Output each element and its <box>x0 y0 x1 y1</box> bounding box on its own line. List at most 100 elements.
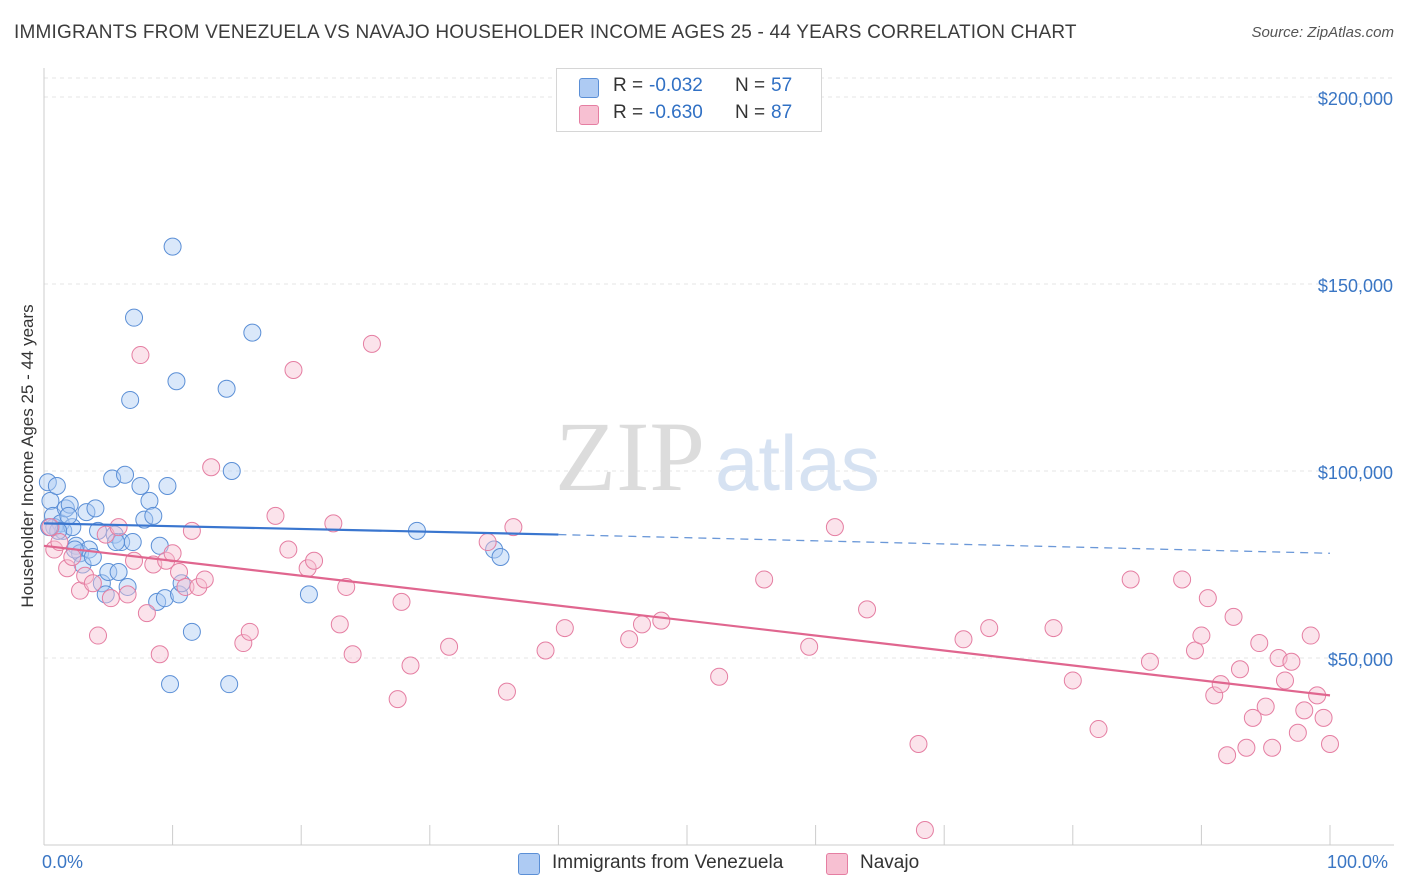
chart-source: Source: ZipAtlas.com <box>1251 24 1394 41</box>
venezuela-point <box>38 473 57 492</box>
legend-r-label: R = <box>613 102 644 123</box>
venezuela-point <box>125 308 144 327</box>
venezuela-trend-line <box>43 522 559 536</box>
navajo-point <box>536 641 555 660</box>
venezuela-point <box>491 548 510 567</box>
navajo-point <box>800 637 819 656</box>
legend-r-value: -0.630 <box>649 102 703 123</box>
navajo-point <box>1321 735 1339 754</box>
venezuela-point <box>161 675 180 694</box>
navajo-point <box>202 458 221 477</box>
legend-swatch-venezuela <box>579 78 599 98</box>
navajo-point <box>555 619 574 638</box>
navajo-point <box>620 630 639 649</box>
watermark: ZIP atlas <box>555 401 880 512</box>
navajo-point <box>170 562 189 581</box>
navajo-point <box>1282 652 1301 671</box>
y-tick-label: $50,000 <box>1328 650 1393 670</box>
watermark-zip: ZIP <box>555 401 705 512</box>
navajo-point <box>109 518 128 537</box>
legend-n-label: N = <box>735 102 766 123</box>
trend-layer <box>43 522 1331 697</box>
x-axis-min-label: 0.0% <box>42 852 84 872</box>
venezuela-point <box>167 372 186 391</box>
navajo-point <box>497 682 516 701</box>
navajo-point <box>825 518 844 537</box>
y-tick-label: $100,000 <box>1318 463 1393 483</box>
navajo-point <box>240 622 259 641</box>
legend-r-value: -0.032 <box>649 75 703 96</box>
navajo-trend-line <box>43 544 1331 697</box>
venezuela-point <box>86 499 105 518</box>
navajo-point <box>362 334 381 353</box>
venezuela-point <box>99 562 118 581</box>
navajo-point <box>330 615 349 634</box>
venezuela-point <box>144 506 163 525</box>
venezuela-point <box>140 491 159 510</box>
navajo-point <box>1243 708 1262 727</box>
navajo-point <box>632 615 651 634</box>
navajo-point <box>710 667 729 686</box>
navajo-point <box>118 585 137 604</box>
navajo-point <box>1044 619 1063 638</box>
y-axis-label: Householder Income Ages 25 - 44 years <box>18 304 37 608</box>
bottom-legend-label-navajo: Navajo <box>860 852 920 873</box>
navajo-point <box>176 577 195 596</box>
navajo-point <box>909 735 928 754</box>
navajo-point <box>324 514 343 533</box>
venezuela-point <box>41 491 60 510</box>
navajo-point <box>1173 570 1192 589</box>
navajo-point <box>101 589 120 608</box>
navajo-point <box>1121 570 1140 589</box>
bottom-legend-label-venezuela: Immigrants from Venezuela <box>552 852 784 873</box>
navajo-point <box>195 570 214 589</box>
navajo-point <box>1314 708 1333 727</box>
navajo-point <box>1140 652 1159 671</box>
navajo-point <box>1263 738 1282 757</box>
venezuela-point <box>107 533 126 552</box>
navajo-point <box>279 540 298 559</box>
venezuela-point <box>299 585 318 604</box>
navajo-point <box>392 592 411 611</box>
navajo-point <box>652 611 671 630</box>
navajo-point <box>284 361 303 380</box>
venezuela-point <box>220 675 239 694</box>
navajo-point <box>1185 641 1204 660</box>
venezuela-point <box>92 574 111 593</box>
venezuela-point <box>47 476 66 495</box>
venezuela-point <box>121 390 140 409</box>
venezuela-point <box>217 379 236 398</box>
navajo-point <box>1218 746 1237 765</box>
navajo-point <box>337 577 356 596</box>
venezuela-point <box>59 506 78 525</box>
navajo-point <box>343 645 362 664</box>
venezuela-point <box>123 533 142 552</box>
legend-n-value: 57 <box>771 75 793 96</box>
navajo-point <box>76 566 95 585</box>
y-tick-label: $200,000 <box>1318 89 1393 109</box>
navajo-point <box>755 570 774 589</box>
navajo-point <box>266 506 285 525</box>
y-tick-label: $150,000 <box>1318 276 1393 296</box>
navajo-point <box>1063 671 1082 690</box>
venezuela-point <box>243 323 262 342</box>
y-tick-labels: $50,000 $100,000 $150,000 $200,000 <box>1318 89 1393 670</box>
venezuela-point <box>163 237 182 256</box>
navajo-point <box>1224 607 1243 626</box>
venezuela-point <box>182 622 201 641</box>
navajo-point <box>504 518 523 537</box>
venezuela-point <box>131 476 150 495</box>
navajo-point <box>58 559 77 578</box>
venezuela-point <box>109 562 128 581</box>
navajo-point <box>131 346 150 365</box>
navajo-point <box>954 630 973 649</box>
navajo-point <box>1295 701 1314 720</box>
navajo-point <box>89 626 108 645</box>
navajo-point <box>478 533 497 552</box>
navajo-point <box>388 690 407 709</box>
navajo-point <box>1192 626 1211 645</box>
x-axis-max-label: 100.0% <box>1327 852 1389 872</box>
grid-layer <box>44 77 1394 659</box>
chart-title: IMMIGRANTS FROM VENEZUELA VS NAVAJO HOUS… <box>14 22 1077 43</box>
